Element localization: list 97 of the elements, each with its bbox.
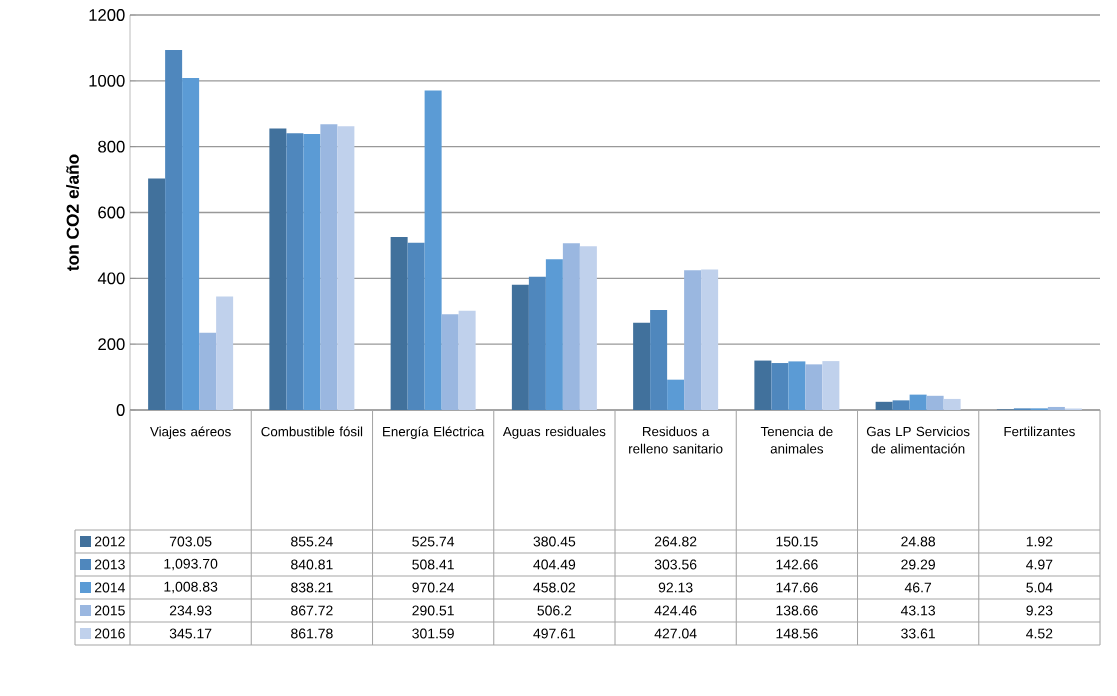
data-label: 138.66 [776,605,818,616]
bar [286,133,304,410]
bar [545,259,563,410]
data-label: 427.04 [654,628,697,639]
data-label: 380.45 [533,536,576,547]
bar [926,395,944,410]
y-tick-label: 1200 [89,9,125,21]
data-label: 24.88 [901,536,936,547]
bar [528,276,546,410]
data-label: 33.61 [901,628,935,639]
data-label: 867.72 [291,605,333,616]
data-label: 525.74 [412,536,455,547]
legend-label: 2013 [94,559,125,570]
x-tick-label: Aguas residuales [502,426,606,439]
data-label: 404.49 [533,559,576,570]
data-label: 1,093.70 [164,558,218,571]
data-label: 290.51 [412,605,454,616]
y-axis-title: ton CO2 e/año [66,154,80,272]
data-label: 970.24 [412,582,455,593]
data-label: 497.61 [533,628,576,639]
legend-label: 2012 [94,536,125,547]
bar [754,360,772,410]
data-label: 1,008.83 [164,581,218,594]
data-label: 303.56 [654,559,697,570]
legend-label: 2014 [94,582,125,593]
data-label: 92.13 [658,582,693,593]
data-label: 506.2 [537,605,572,616]
bar [337,126,355,410]
data-label: 855.24 [291,536,333,547]
bar [875,401,893,410]
legend-label: 2015 [94,605,125,616]
bar [320,124,338,410]
bar [458,310,476,410]
data-label: 861.78 [291,628,333,639]
data-label: 147.66 [776,582,818,593]
bar [390,236,408,410]
x-tick-label: Viajes aéreos [150,426,231,439]
bar [909,394,927,410]
bar [441,314,459,410]
bar [148,178,166,410]
bar [633,322,651,410]
y-tick-label: 1000 [89,74,125,87]
data-label: 508.41 [412,559,454,570]
x-tick-label: Energía Eléctrica [383,426,485,439]
data-label: 9.23 [1026,605,1053,616]
bar [511,284,529,410]
bar [943,398,961,410]
bar [216,296,234,410]
x-tick-label: Fertilizantes [1004,426,1075,437]
data-label: 4.52 [1026,628,1053,639]
y-tick-label: 800 [98,140,125,153]
bar [701,269,719,410]
y-tick-label: 600 [98,206,125,219]
data-label: 345.17 [169,628,212,639]
data-label: 838.21 [291,582,333,593]
bar [684,270,702,410]
bar [199,332,217,410]
data-label: 5.04 [1026,582,1053,593]
data-label: 301.59 [412,628,454,639]
data-label: 142.66 [776,559,818,570]
legend-label: 2016 [94,628,125,639]
x-tick-label: Gas LP Servicios de alimentación [866,426,970,454]
bar [771,363,789,410]
y-tick-label: 0 [116,404,125,416]
data-label: 148.56 [776,628,818,639]
y-tick-label: 200 [98,338,125,351]
x-tick-label: Tenencia de animales [760,426,833,454]
data-label: 234.93 [169,605,212,616]
data-label: 150.15 [776,536,818,547]
data-label: 424.46 [654,605,697,616]
bar [650,310,668,410]
bar [269,128,287,410]
data-label: 264.82 [654,536,697,547]
bar [562,243,580,410]
bar [424,90,442,410]
bar [579,246,597,410]
bar [303,134,321,410]
bar [165,49,183,410]
x-tick-label: Combustible fósil [261,426,363,437]
bar [788,361,806,410]
bar [667,379,685,410]
x-tick-label: Residuos a relleno sanitario [629,426,723,454]
data-label: 703.05 [169,536,212,547]
bar [407,242,425,410]
bar [892,400,910,410]
data-label: 29.29 [901,559,935,570]
bar [805,364,823,410]
data-label: 43.13 [900,605,936,616]
data-label: 458.02 [533,582,576,593]
data-label: 1.92 [1026,536,1053,547]
data-label: 840.81 [291,559,333,570]
bar [822,361,840,410]
bar [1047,406,1065,410]
data-label: 4.97 [1026,559,1053,570]
bar [182,77,200,410]
y-tick-label: 400 [97,272,125,285]
data-label: 46.7 [904,582,932,593]
